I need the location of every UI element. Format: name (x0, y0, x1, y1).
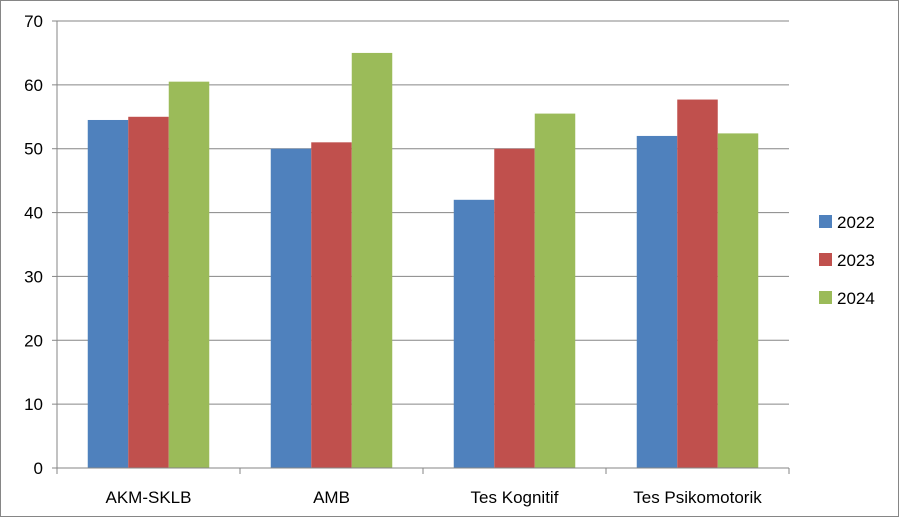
legend-swatch (819, 253, 832, 266)
legend-swatch (819, 291, 832, 304)
bars (87, 52, 759, 469)
legend-label: 2022 (837, 213, 875, 232)
x-category-label: AMB (313, 488, 350, 507)
bar-2023-akm-sklb (128, 116, 169, 469)
y-tick-label: 30 (24, 267, 43, 286)
y-tick-label: 0 (34, 459, 43, 478)
x-category-label: AKM-SKLB (106, 488, 192, 507)
y-axis-tick-labels: 0 10 20 30 40 50 60 70 (24, 12, 43, 478)
legend-swatch (819, 215, 832, 228)
bar-2023-tes-psikomotorik (677, 99, 718, 469)
y-tick-label: 40 (24, 204, 43, 223)
bar-2022-tes-psikomotorik (636, 135, 678, 468)
legend-label: 2023 (837, 251, 875, 270)
y-tick-label: 10 (24, 395, 43, 414)
y-tick-label: 50 (24, 140, 43, 159)
bar-2024-akm-sklb (168, 81, 210, 469)
axes (52, 20, 790, 474)
y-tick-label: 70 (24, 12, 43, 31)
bar-2022-akm-sklb (87, 119, 129, 468)
bar-2024-tes-kognitif (534, 113, 576, 468)
x-category-label: Tes Kognitif (471, 488, 559, 507)
legend: 2022 2023 2024 (819, 213, 875, 308)
bar-2022-amb (270, 148, 312, 468)
bar-2024-tes-psikomotorik (717, 133, 759, 469)
legend-label: 2024 (837, 289, 875, 308)
x-category-label: Tes Psikomotorik (633, 488, 762, 507)
y-tick-label: 60 (24, 76, 43, 95)
bar-2024-amb (351, 52, 393, 469)
bar-2022-tes-kognitif (453, 199, 495, 469)
y-tick-label: 20 (24, 331, 43, 350)
bar-2023-tes-kognitif (494, 148, 535, 468)
bar-2023-amb (311, 142, 352, 469)
x-axis-category-labels: AKM-SKLB AMB Tes Kognitif Tes Psikomotorik (106, 488, 763, 507)
